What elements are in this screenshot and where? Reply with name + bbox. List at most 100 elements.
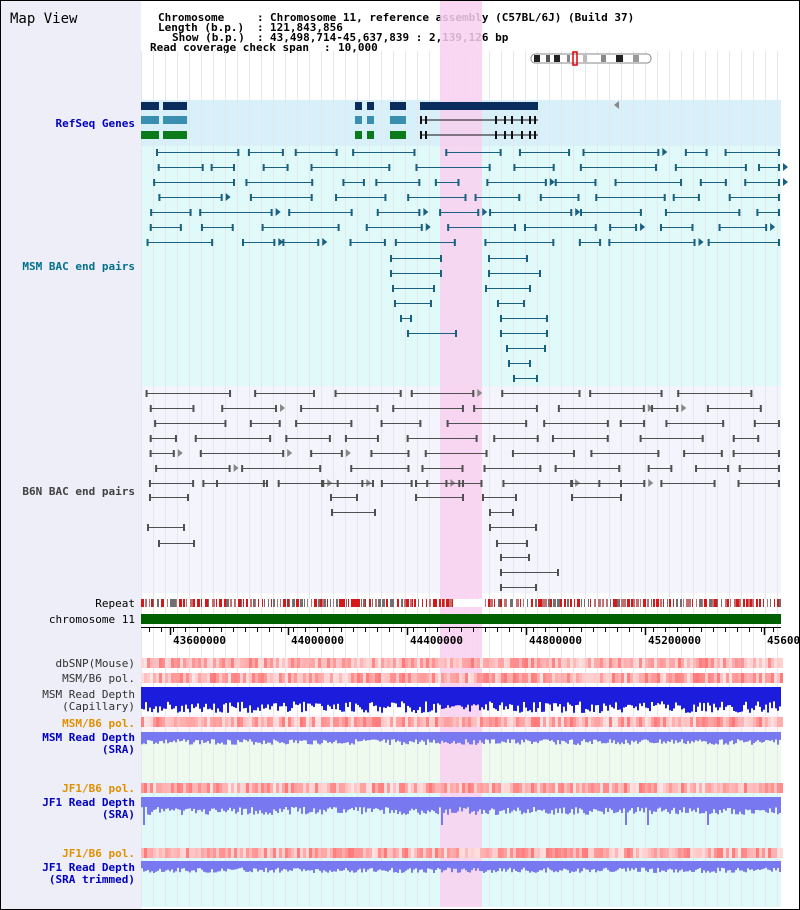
depth-bar bbox=[695, 861, 697, 870]
heat-cell bbox=[378, 783, 381, 793]
heat-cell bbox=[207, 848, 210, 858]
depth-bar bbox=[635, 732, 637, 741]
repeat-element bbox=[542, 599, 544, 607]
heat-cell bbox=[663, 717, 666, 727]
depth-bar bbox=[759, 732, 761, 742]
heat-cell bbox=[348, 717, 351, 727]
heat-cell bbox=[615, 673, 618, 683]
depth-bar bbox=[549, 797, 551, 814]
depth-bar bbox=[505, 732, 507, 743]
depth-bar bbox=[529, 687, 531, 711]
bac-arrow bbox=[648, 479, 654, 487]
heat-cell bbox=[477, 658, 480, 668]
bac-end bbox=[281, 149, 284, 156]
depth-bar bbox=[775, 861, 777, 871]
repeat-element bbox=[730, 599, 731, 607]
depth-bar bbox=[153, 797, 155, 810]
depth-bar bbox=[473, 687, 475, 705]
ideogram-band bbox=[567, 55, 570, 62]
depth-bar bbox=[217, 687, 219, 709]
heat-cell bbox=[378, 717, 381, 727]
heat-cell bbox=[558, 717, 561, 727]
depth-bar bbox=[551, 732, 553, 741]
repeat-element bbox=[660, 599, 662, 607]
heat-cell bbox=[375, 848, 378, 858]
heat-cell bbox=[231, 658, 234, 668]
track-label-jf1-depth-trimmed: JF1 Read Depth (SRA trimmed) bbox=[1, 862, 135, 886]
depth-bar bbox=[337, 861, 339, 869]
depth-bar bbox=[671, 797, 673, 811]
heat-cell bbox=[492, 783, 495, 793]
depth-bar bbox=[487, 687, 489, 711]
depth-bar bbox=[195, 687, 197, 707]
heat-cell bbox=[603, 673, 606, 683]
depth-bar bbox=[621, 732, 623, 743]
heat-cell bbox=[474, 673, 477, 683]
bac-end bbox=[374, 509, 376, 516]
heat-cell bbox=[453, 673, 456, 683]
depth-bar bbox=[211, 687, 213, 710]
repeat-element bbox=[567, 599, 569, 607]
track-label-refseq[interactable]: RefSeq Genes bbox=[55, 117, 135, 130]
depth-bar bbox=[243, 861, 245, 871]
depth-bar bbox=[275, 797, 277, 812]
heat-cell bbox=[774, 717, 777, 727]
heat-cell bbox=[480, 673, 483, 683]
depth-bar bbox=[201, 861, 203, 870]
repeat-element bbox=[686, 599, 688, 607]
heat-cell bbox=[735, 848, 738, 858]
depth-bar bbox=[779, 687, 781, 707]
gene-exon bbox=[521, 116, 523, 124]
track-label-msm-bac[interactable]: MSM BAC end pairs bbox=[22, 260, 135, 273]
heat-cell bbox=[495, 783, 498, 793]
depth-bar bbox=[729, 861, 731, 871]
depth-bar bbox=[663, 797, 665, 811]
heat-cell bbox=[222, 717, 225, 727]
depth-bar bbox=[649, 861, 651, 870]
depth-bar bbox=[637, 797, 639, 808]
heat-cell bbox=[714, 658, 717, 668]
heat-cell bbox=[300, 848, 303, 858]
depth-bar bbox=[563, 861, 565, 869]
depth-bar bbox=[693, 861, 695, 872]
heat-cell bbox=[402, 783, 405, 793]
repeat-element bbox=[339, 599, 342, 607]
repeat-element bbox=[365, 599, 366, 607]
heat-cell bbox=[672, 717, 675, 727]
depth-bar bbox=[297, 732, 299, 744]
depth-bar bbox=[691, 861, 693, 872]
depth-bar bbox=[527, 861, 529, 871]
gene-exon bbox=[367, 102, 374, 110]
depth-bar bbox=[239, 732, 241, 742]
depth-bar bbox=[161, 687, 163, 711]
depth-bar bbox=[245, 687, 247, 708]
depth-bar bbox=[517, 687, 519, 706]
depth-bar bbox=[309, 797, 311, 813]
heat-cell bbox=[195, 658, 198, 668]
depth-bar bbox=[513, 861, 515, 870]
repeat-element bbox=[706, 599, 707, 607]
heat-cell bbox=[381, 673, 384, 683]
heat-cell bbox=[765, 673, 768, 683]
heat-cell bbox=[354, 658, 357, 668]
depth-bar bbox=[717, 687, 719, 711]
depth-bar bbox=[691, 797, 693, 812]
heat-cell bbox=[468, 783, 471, 793]
depth-bar bbox=[565, 732, 567, 743]
repeat-element bbox=[546, 599, 547, 607]
track-label-b6n-bac[interactable]: B6N BAC end pairs bbox=[22, 485, 135, 498]
repeat-element bbox=[258, 599, 259, 607]
bac-end bbox=[506, 345, 508, 352]
depth-bar bbox=[709, 732, 711, 743]
repeat-element bbox=[141, 599, 143, 607]
bac-end bbox=[380, 480, 383, 487]
depth-bar bbox=[769, 797, 771, 809]
bac-end bbox=[149, 224, 152, 231]
heat-cell bbox=[771, 658, 774, 668]
depth-bar bbox=[491, 797, 493, 809]
bac-end bbox=[582, 149, 585, 156]
depth-bar bbox=[315, 687, 317, 704]
depth-bar bbox=[583, 732, 585, 740]
